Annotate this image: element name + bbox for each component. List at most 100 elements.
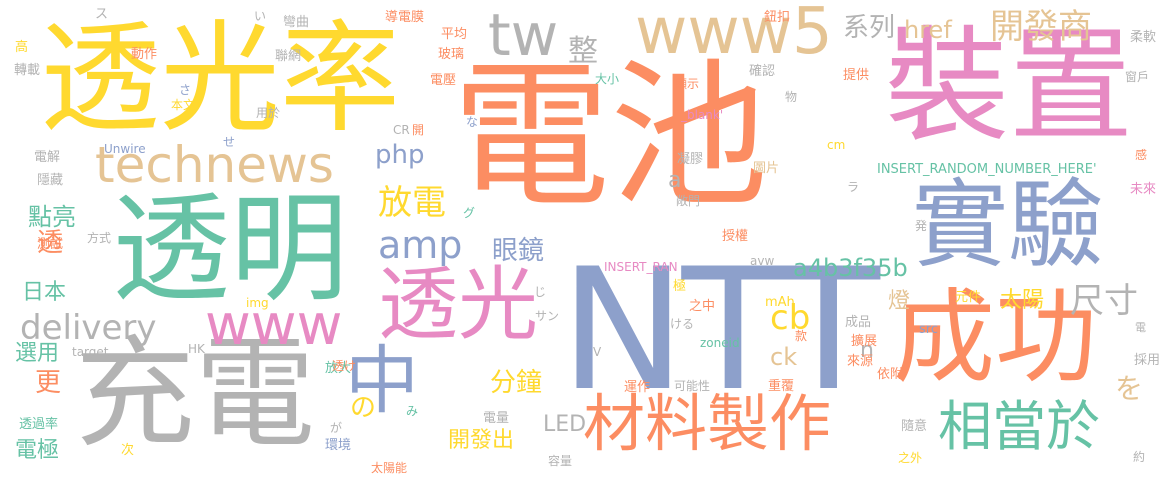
word-tiny-76: ける: [670, 317, 695, 331]
word-small-5: 整: [568, 34, 598, 69]
word-tiny-46: 約: [1133, 450, 1146, 464]
word-tiny-38: 來源: [847, 354, 874, 369]
word-tiny-1: INSERT_RANDOM_NUMBER_HERE': [877, 162, 1097, 177]
word-small-3: 系列: [843, 13, 896, 43]
word-tiny-24: 用於: [256, 106, 281, 120]
word-tiny-40: 採用: [1134, 353, 1161, 368]
word-tiny-45: 之外: [898, 451, 923, 465]
word-tiny-50: 容量: [548, 454, 573, 468]
word-tiny-39: 依附: [877, 367, 904, 382]
word-tiny-51: 放大: [325, 361, 352, 376]
word-tiny-35: src: [919, 322, 938, 337]
word-tiny-73: グ: [463, 206, 476, 220]
word-tiny-2: INSERT_RAN: [604, 260, 678, 274]
word-small-14: を: [1115, 372, 1144, 405]
word-medium-11: amp: [378, 223, 463, 267]
word-small-12: ck: [770, 343, 798, 371]
word-large-7: 成功: [893, 279, 1097, 398]
word-tiny-16: 窗戶: [1125, 70, 1150, 84]
word-tiny-54: zoneid: [700, 336, 740, 350]
word-small-1: 放電: [378, 183, 446, 223]
word-tiny-7: 平均: [441, 27, 468, 42]
word-tiny-53: 次: [121, 443, 135, 458]
word-tiny-33: 方式: [87, 231, 112, 245]
word-medium-5: 中: [345, 338, 419, 424]
word-medium-2: www5: [635, 0, 833, 69]
word-tiny-19: 顯示: [675, 77, 700, 91]
word-tiny-26: 凝膠: [677, 152, 704, 167]
word-tiny-17: 提供: [843, 68, 870, 83]
word-tiny-61: HK: [188, 342, 205, 356]
word-tiny-75: じ: [534, 285, 547, 299]
word-small-9: 分鐘: [490, 368, 543, 398]
word-tiny-23: 隱藏: [37, 173, 64, 188]
word-tiny-15: 柔軟: [1130, 30, 1157, 45]
word-medium-6: 材料製作: [583, 387, 832, 460]
word-tiny-27: 圖片: [753, 161, 780, 176]
word-tiny-64: サン: [535, 309, 560, 323]
word-small-16: 日本: [22, 280, 67, 305]
word-small-15: の: [350, 393, 377, 423]
word-tiny-55: mAh: [765, 295, 795, 310]
word-tiny-48: 環境: [325, 438, 352, 453]
word-tiny-5: 高: [15, 40, 29, 55]
word-tiny-56: 之中: [689, 299, 716, 314]
word-medium-1: 透光: [378, 258, 538, 351]
word-tiny-13: 大小: [595, 72, 620, 86]
word-tiny-63: CR: [393, 123, 410, 137]
word-tiny-69: さ: [179, 83, 192, 97]
word-small-22: a: [668, 168, 682, 193]
word-small-7: 點亮: [28, 203, 76, 231]
word-tiny-3: Unwire: [104, 142, 146, 156]
word-tiny-18: 確認: [749, 64, 776, 79]
word-tiny-12: 電壓: [430, 73, 457, 88]
word-tiny-71: な: [466, 115, 479, 129]
word-large-3: 透光率: [40, 10, 400, 149]
word-tiny-72: 開: [412, 123, 425, 137]
word-tiny-11: 玻璃: [438, 47, 465, 62]
word-medium-13: cb: [770, 298, 811, 338]
word-tiny-43: 運作: [624, 380, 651, 395]
word-small-10: 開發出: [448, 428, 515, 453]
word-tiny-9: 彎曲: [283, 15, 310, 30]
word-tiny-77: 款: [795, 329, 808, 343]
word-small-2: a4b3f35b: [793, 254, 908, 282]
word-tiny-57: 極: [673, 279, 687, 294]
word-tiny-52: 透過率: [19, 417, 59, 432]
word-tiny-81: が: [330, 421, 343, 435]
word-tiny-79: V: [593, 345, 602, 359]
word-tiny-65: 発: [915, 219, 928, 233]
word-small-6: 眼鏡: [492, 236, 545, 266]
word-tiny-49: 太陽能: [371, 461, 408, 475]
word-tiny-4: _blank': [681, 108, 724, 122]
word-small-20: 透: [37, 228, 64, 258]
word-large-5: 透明: [112, 180, 349, 318]
word-tiny-22: 電解: [34, 150, 61, 165]
word-medium-9: delivery: [20, 308, 157, 348]
word-tiny-28: 敞門: [676, 194, 701, 208]
word-tiny-20: 轉載: [14, 63, 41, 78]
word-tiny-8: 導電膜: [385, 10, 425, 25]
word-medium-3: technews: [95, 136, 334, 194]
word-small-13: 燈: [888, 289, 911, 314]
word-tiny-80: み: [406, 404, 419, 418]
word-tiny-32: 測試: [37, 237, 64, 252]
word-large-2: NTT: [560, 232, 880, 428]
word-tiny-60: target: [72, 345, 109, 359]
word-tiny-58: avw: [750, 254, 775, 268]
word-small-11: LED: [543, 412, 587, 437]
word-tiny-30: 未來: [1130, 182, 1157, 197]
word-small-21: n: [860, 338, 874, 363]
word-tiny-34: 元件: [955, 290, 982, 305]
word-tiny-67: ス: [95, 7, 109, 22]
word-tiny-36: 成品: [845, 315, 872, 330]
word-large-8: 實驗: [912, 169, 1104, 281]
word-tiny-70: せ: [223, 135, 236, 149]
word-tiny-41: 重覆: [768, 379, 795, 394]
word-small-19: 電極: [15, 438, 60, 463]
word-tiny-10: 聯網: [275, 49, 302, 64]
word-tiny-66: 電: [1135, 321, 1146, 334]
word-medium-12: php: [375, 140, 425, 170]
word-medium-14: 尺寸: [1070, 281, 1138, 321]
